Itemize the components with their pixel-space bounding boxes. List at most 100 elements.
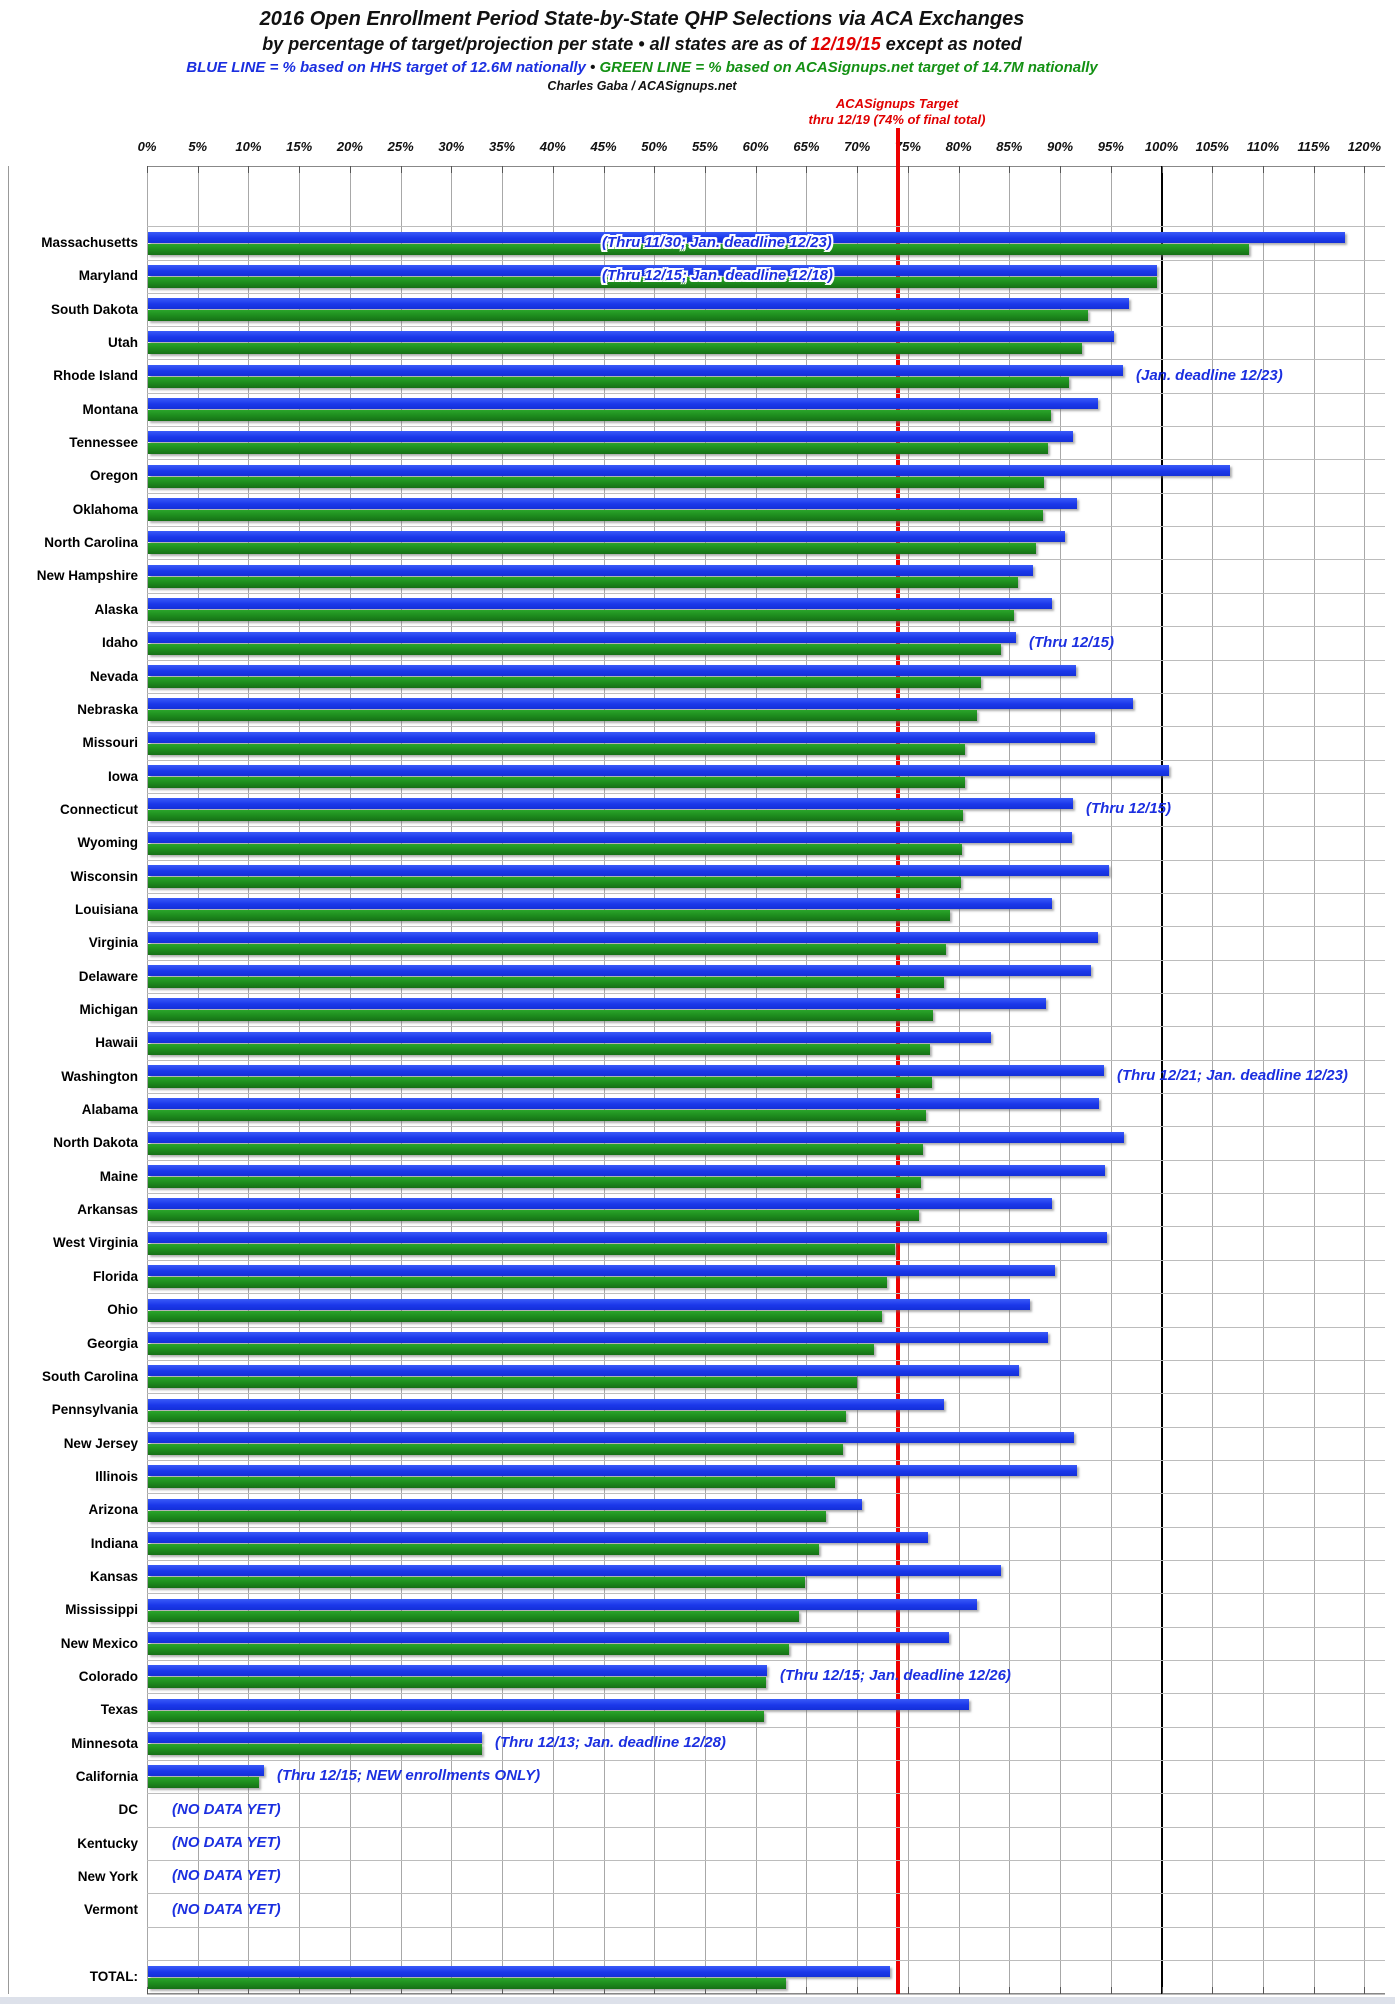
tick-75pct xyxy=(907,1987,909,1994)
green-bar-nebraska xyxy=(148,710,977,722)
state-label-wisconsin: Wisconsin xyxy=(70,868,138,884)
subtitle-post: except as noted xyxy=(880,34,1022,54)
x-tick-label-110pct: 110% xyxy=(1246,139,1280,154)
state-label-new-mexico: New Mexico xyxy=(60,1635,138,1651)
blue-bar-ohio xyxy=(148,1298,1030,1310)
note-idaho: (Thru 12/15) xyxy=(1029,633,1115,651)
note-kentucky: (NO DATA YET) xyxy=(172,1834,281,1852)
green-bar-florida xyxy=(148,1277,887,1289)
x-tick-label-120pct: 120% xyxy=(1347,139,1382,154)
blue-bar-georgia xyxy=(148,1331,1048,1343)
tick-70pct xyxy=(857,166,859,173)
green-bar-michigan xyxy=(148,1010,933,1022)
green-bar-new-hampshire xyxy=(148,576,1018,588)
tick-0pct xyxy=(147,1987,148,1994)
row-virginia xyxy=(147,927,1385,961)
row-south-dakota xyxy=(147,293,1385,327)
author-credit: Charles Gaba / ACASignups.net xyxy=(547,79,737,93)
legend-separator: • xyxy=(585,59,600,76)
row-oregon xyxy=(147,460,1385,494)
tick-100pct xyxy=(1161,1987,1163,1994)
state-label-michigan: Michigan xyxy=(79,1002,138,1018)
row-alaska xyxy=(147,593,1385,628)
green-bar-missouri xyxy=(148,743,965,755)
state-label-colorado: Colorado xyxy=(78,1669,138,1685)
x-tick-label-85pct: 85% xyxy=(996,139,1023,154)
green-bar-north-carolina xyxy=(148,543,1036,555)
x-tick-label-20pct: 20% xyxy=(336,139,363,154)
tick-55pct xyxy=(704,166,706,173)
row-washington: (Thru 12/21; Jan. deadline 12/23) xyxy=(147,1060,1385,1095)
x-tick-label-5pct: 5% xyxy=(188,139,208,154)
row-wisconsin xyxy=(147,860,1385,894)
note-rhode-island: (Jan. deadline 12/23) xyxy=(1136,366,1283,384)
target-line-label: ACASignups Target thru 12/19 (74% of fin… xyxy=(747,96,1047,128)
tick-35pct xyxy=(502,1987,504,1994)
row-new-mexico xyxy=(147,1627,1385,1661)
blue-bar-utah xyxy=(148,331,1114,343)
state-label-kansas: Kansas xyxy=(89,1568,138,1584)
tick-80pct xyxy=(958,1987,960,1994)
x-axis-line-top xyxy=(147,166,1385,167)
state-label-nevada: Nevada xyxy=(89,668,138,684)
green-bar-indiana xyxy=(148,1543,819,1555)
tick-85pct xyxy=(1009,166,1011,173)
green-bar-maryland xyxy=(148,276,1157,288)
tick-5pct xyxy=(197,166,199,173)
green-bar-colorado xyxy=(148,1677,766,1689)
legend-green-series: GREEN LINE = % based on ACASignups.net t… xyxy=(599,59,1098,76)
tick-50pct xyxy=(654,1987,656,1994)
target-line-74pct xyxy=(895,128,900,1994)
row-indiana xyxy=(147,1527,1385,1561)
tick-95pct xyxy=(1110,1987,1112,1994)
state-label-alaska: Alaska xyxy=(94,601,138,617)
tick-25pct xyxy=(400,1987,402,1994)
x-tick-label-90pct: 90% xyxy=(1047,139,1074,154)
legend-blue-series: BLUE LINE = % based on HHS target of 12.… xyxy=(186,59,586,76)
blue-bar-wisconsin xyxy=(148,864,1109,876)
chart-frame-left-border xyxy=(8,166,9,1994)
blue-bar-new-mexico xyxy=(148,1632,949,1643)
row-new-york: (NO DATA YET) xyxy=(147,1860,1385,1895)
row-minnesota: (Thru 12/13; Jan. deadline 12/28) xyxy=(147,1727,1385,1762)
blue-bar-montana xyxy=(148,398,1098,410)
x-tick-label-55pct: 55% xyxy=(691,139,718,154)
blue-bar-new-hampshire xyxy=(148,564,1033,576)
tick-110pct xyxy=(1262,1987,1264,1994)
chart-title: 2016 Open Enrollment Period State-by-Sta… xyxy=(259,8,1025,30)
tick-100pct xyxy=(1161,166,1163,173)
green-bar-georgia xyxy=(148,1343,874,1355)
state-label-arizona: Arizona xyxy=(88,1502,138,1518)
blue-bar-total xyxy=(148,1965,890,1977)
note-new-york: (NO DATA YET) xyxy=(172,1867,281,1885)
green-bar-oregon xyxy=(148,476,1044,488)
x-tick-label-60pct: 60% xyxy=(742,139,769,154)
gridline-110pct xyxy=(1262,166,1264,1994)
gridline-90pct xyxy=(1060,166,1062,1994)
x-tick-label-0pct: 0% xyxy=(137,139,157,154)
tick-95pct xyxy=(1110,166,1112,173)
x-tick-label-105pct: 105% xyxy=(1195,139,1229,154)
green-bar-tennessee xyxy=(148,443,1048,455)
row-new-jersey xyxy=(147,1427,1385,1461)
state-label-virginia: Virginia xyxy=(88,935,138,951)
target-line-label-line1: ACASignups Target xyxy=(835,96,959,111)
green-bar-north-dakota xyxy=(148,1143,923,1155)
blue-bar-virginia xyxy=(148,931,1098,943)
row-texas xyxy=(147,1694,1385,1728)
tick-40pct xyxy=(552,1987,554,1994)
row-kansas xyxy=(147,1560,1385,1595)
subtitle-pre: by percentage of target/projection per s… xyxy=(262,34,811,54)
tick-0pct xyxy=(147,166,148,173)
green-bar-california xyxy=(148,1777,259,1789)
tick-115pct xyxy=(1313,166,1315,173)
subtitle-date: 12/19/15 xyxy=(810,34,881,54)
x-tick-label-40pct: 40% xyxy=(539,139,566,154)
bottom-edge-strip xyxy=(0,1997,1395,2004)
tick-20pct xyxy=(349,1987,351,1994)
blue-bar-wyoming xyxy=(148,831,1072,843)
gridline-105pct xyxy=(1212,166,1214,1994)
row-maine xyxy=(147,1160,1385,1195)
blue-bar-maine xyxy=(148,1165,1105,1177)
